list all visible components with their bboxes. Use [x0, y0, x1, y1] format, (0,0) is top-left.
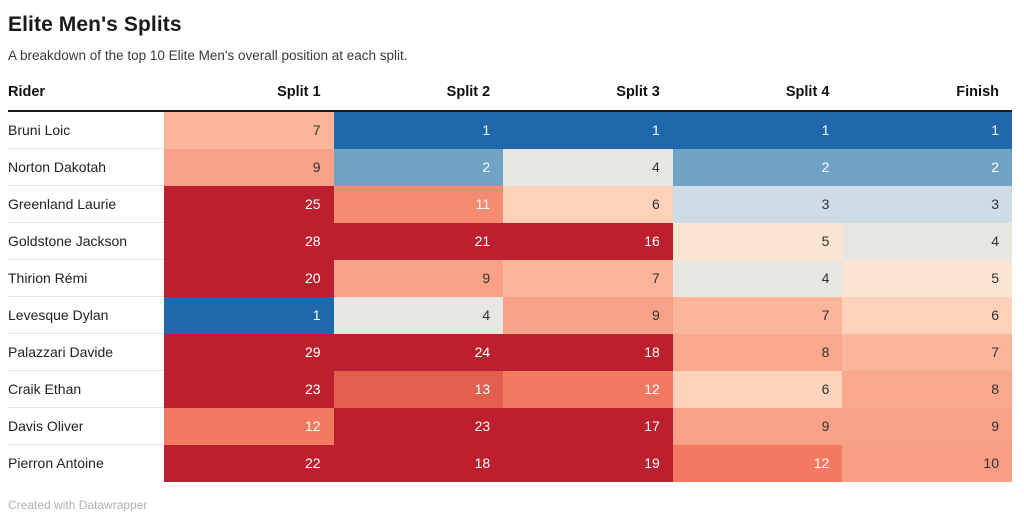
- position-cell: 7: [842, 333, 1012, 371]
- table-row: Greenland Laurie 25 11 6 3 3: [8, 185, 1012, 223]
- table-row: Palazzari Davide 29 24 18 8 7: [8, 333, 1012, 371]
- rider-name: Davis Oliver: [8, 407, 164, 445]
- position-cell: 9: [164, 148, 334, 186]
- position-cell: 16: [503, 222, 673, 260]
- position-cell: 21: [333, 222, 504, 260]
- position-cell: 18: [333, 444, 504, 482]
- position-cell: 4: [333, 296, 504, 334]
- position-cell: 6: [503, 185, 673, 223]
- position-cell: 5: [672, 222, 843, 260]
- position-cell: 10: [842, 444, 1012, 482]
- rider-name: Norton Dakotah: [8, 148, 164, 186]
- position-cell: 4: [672, 259, 843, 297]
- position-cell: 1: [842, 111, 1012, 149]
- position-cell: 3: [672, 185, 843, 223]
- chart-subtitle: A breakdown of the top 10 Elite Men's ov…: [8, 48, 408, 64]
- position-cell: 8: [842, 370, 1012, 408]
- table-row: Davis Oliver 12 23 17 9 9: [8, 407, 1012, 445]
- position-cell: 12: [672, 444, 843, 482]
- position-cell: 12: [164, 407, 334, 445]
- rider-name: Palazzari Davide: [8, 333, 164, 371]
- position-cell: 9: [842, 407, 1012, 445]
- position-cell: 3: [842, 185, 1012, 223]
- position-cell: 4: [842, 222, 1012, 260]
- column-header-split-1: Split 1: [277, 83, 321, 100]
- position-cell: 8: [672, 333, 843, 371]
- position-cell: 20: [164, 259, 334, 297]
- table-body: Bruni Loic 7 1 1 1 1 Norton Dakotah 9 2 4 2 2 Greenl…: [8, 111, 1012, 482]
- position-cell: 13: [333, 370, 504, 408]
- chart-title: Elite Men's Splits: [8, 13, 182, 36]
- position-cell: 29: [164, 333, 334, 371]
- table-row: Craik Ethan 23 13 12 6 8: [8, 370, 1012, 408]
- position-cell: 24: [333, 333, 504, 371]
- column-header-split-4: Split 4: [785, 83, 830, 100]
- rider-name: Levesque Dylan: [8, 296, 164, 334]
- position-cell: 2: [672, 148, 843, 186]
- table-row: Norton Dakotah 9 2 4 2 2: [8, 148, 1012, 186]
- table-row: Levesque Dylan 1 4 9 7 6: [8, 296, 1012, 334]
- position-cell: 28: [164, 222, 334, 260]
- position-cell: 1: [503, 111, 673, 149]
- splits-table: Rider Split 1 Split 2 Split 3 Split 4 Finish …: [8, 83, 1012, 482]
- position-cell: 2: [842, 148, 1012, 186]
- table-row: Bruni Loic 7 1 1 1 1: [8, 111, 1012, 149]
- rider-name: Pierron Antoine: [8, 444, 164, 482]
- position-cell: 1: [672, 111, 843, 149]
- rider-name: Craik Ethan: [8, 370, 164, 408]
- rider-name: Thirion Rémi: [8, 259, 164, 297]
- column-header-split-2: Split 2: [446, 83, 491, 100]
- table-row: Goldstone Jackson 28 21 16 5 4: [8, 222, 1012, 260]
- position-cell: 11: [333, 185, 504, 223]
- position-cell: 7: [503, 259, 673, 297]
- position-cell: 4: [503, 148, 673, 186]
- position-cell: 5: [842, 259, 1012, 297]
- position-cell: 1: [333, 111, 504, 149]
- position-cell: 1: [164, 296, 334, 334]
- position-cell: 23: [333, 407, 504, 445]
- table-row: Pierron Antoine 22 18 19 12 10: [8, 444, 1012, 482]
- rider-name: Greenland Laurie: [8, 185, 164, 223]
- position-cell: 9: [672, 407, 843, 445]
- table-header-row: Rider Split 1 Split 2 Split 3 Split 4 Finish: [8, 83, 1012, 112]
- rider-name: Bruni Loic: [8, 111, 164, 149]
- position-cell: 7: [164, 111, 334, 149]
- attribution-text: Created with Datawrapper: [8, 497, 148, 512]
- position-cell: 23: [164, 370, 334, 408]
- position-cell: 25: [164, 185, 334, 223]
- position-cell: 19: [503, 444, 673, 482]
- rider-name: Goldstone Jackson: [8, 222, 164, 260]
- position-cell: 12: [503, 370, 673, 408]
- column-header-rider: Rider: [8, 83, 46, 100]
- position-cell: 6: [672, 370, 843, 408]
- position-cell: 17: [503, 407, 673, 445]
- column-header-split-3: Split 3: [616, 83, 660, 100]
- position-cell: 22: [164, 444, 334, 482]
- position-cell: 18: [503, 333, 673, 371]
- position-cell: 6: [842, 296, 1012, 334]
- position-cell: 9: [503, 296, 673, 334]
- position-cell: 7: [672, 296, 843, 334]
- position-cell: 2: [333, 148, 504, 186]
- position-cell: 9: [333, 259, 504, 297]
- table-row: Thirion Rémi 20 9 7 4 5: [8, 259, 1012, 297]
- column-header-finish: Finish: [956, 83, 999, 100]
